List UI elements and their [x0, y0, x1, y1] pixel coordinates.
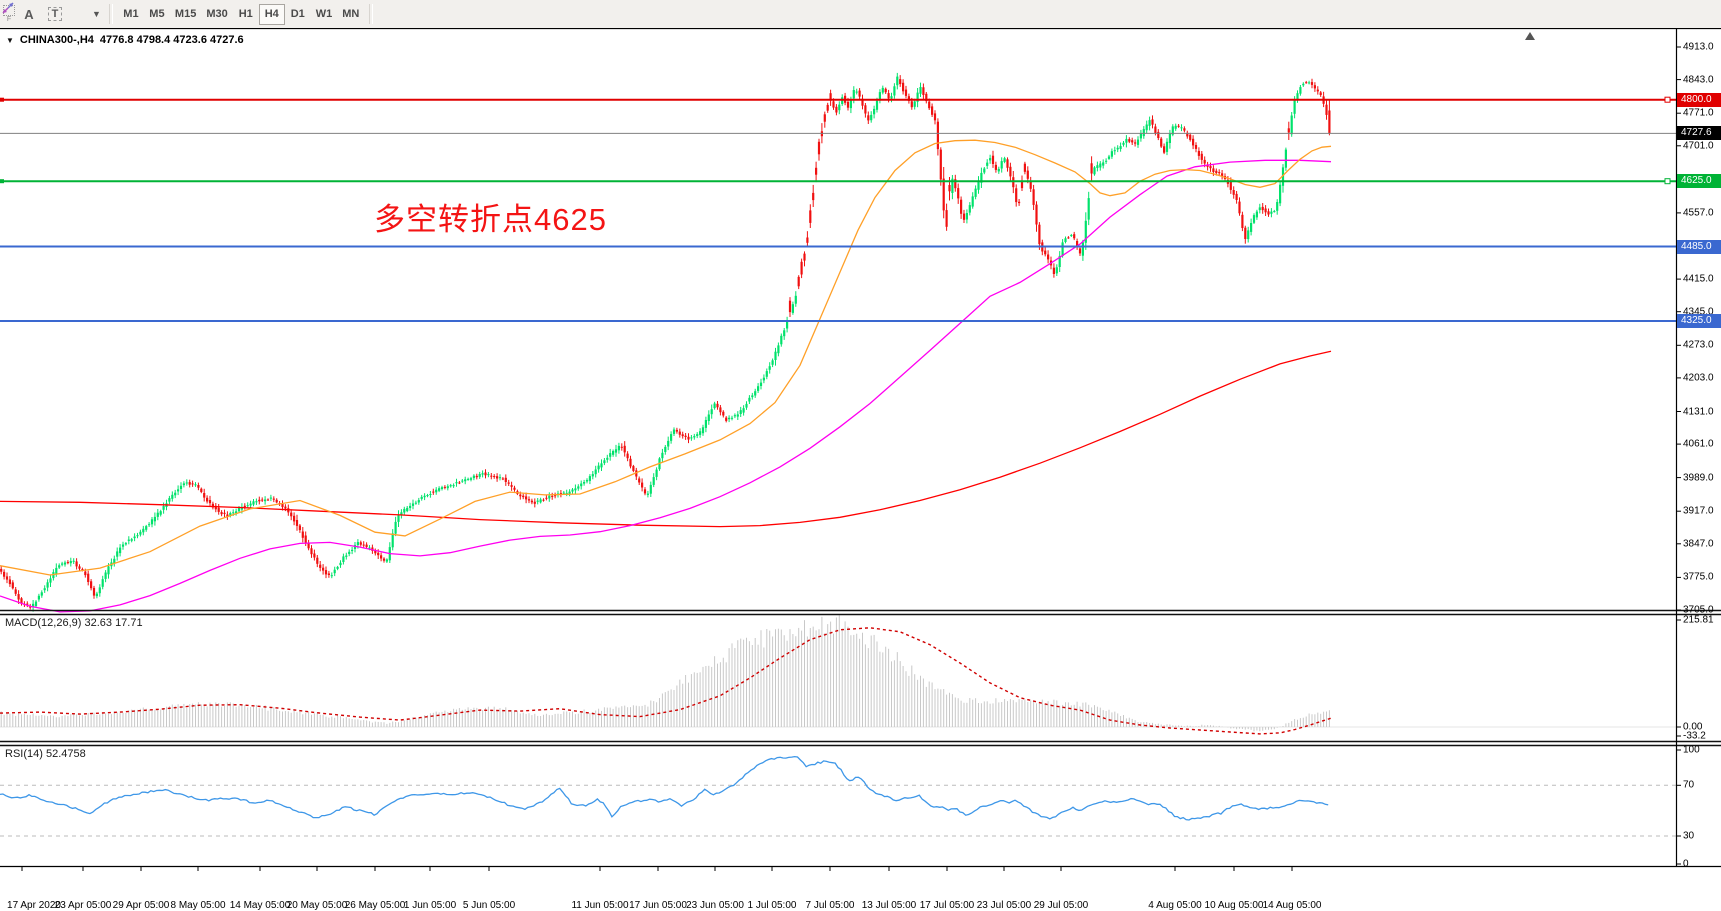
toolbar-grip-label: F	[6, 16, 12, 23]
rsi-tick-label: 70	[1683, 779, 1695, 791]
price-tick-label: 3705.0	[1683, 604, 1714, 616]
chevron-down-icon[interactable]: ▼	[92, 9, 101, 19]
timeframe-button-m30[interactable]: M30	[201, 4, 232, 25]
rsi-indicator-label: RSI(14) 52.4758	[5, 748, 86, 760]
toolbar-grip-icon[interactable]: F	[2, 5, 16, 23]
price-tick-label: 4557.0	[1683, 207, 1714, 219]
timeframe-button-h4[interactable]: H4	[258, 3, 285, 25]
date-tick-label: 14 May 05:00	[229, 900, 291, 911]
symbol-period-label: CHINA300-,H4	[19, 34, 94, 46]
timeframe-button-m1[interactable]: M1	[118, 4, 144, 25]
date-tick-label: 5 Jun 05:00	[462, 900, 516, 911]
price-tick-label: 4273.0	[1683, 339, 1714, 351]
price-tick-label: 4345.0	[1683, 306, 1714, 318]
timeframe-button-m5[interactable]: M5	[144, 4, 170, 25]
date-tick-label: 23 Apr 05:00	[54, 900, 112, 911]
price-tick-label: 4843.0	[1683, 74, 1714, 86]
rsi-tick-label: 30	[1683, 830, 1695, 842]
price-tick-label: 4771.0	[1683, 107, 1714, 119]
timeframe-button-m15[interactable]: M15	[170, 4, 201, 25]
date-tick-label: 17 Apr 2020	[7, 900, 61, 911]
toolbar-separator	[108, 4, 113, 24]
chart-menu-triangle-icon[interactable]: ▼	[6, 35, 14, 45]
date-tick-label: 4 Aug 05:00	[1148, 900, 1202, 911]
text-tool-icon[interactable]: A	[17, 3, 41, 25]
rsi-tick-label: 0	[1683, 858, 1689, 870]
macd-indicator-label: MACD(12,26,9) 32.63 17.71	[5, 617, 143, 629]
date-tick-label: 7 Jul 05:00	[805, 900, 855, 911]
macd-tick-label: -33.2	[1683, 730, 1706, 742]
date-tick-label: 29 Jul 05:00	[1033, 900, 1089, 911]
ohlc-values: 4776.8 4798.4 4723.6 4727.6	[99, 34, 244, 46]
arrow-objects-tool-icon[interactable]	[2, 2, 93, 25]
price-badge-4325.0: 4325.0	[1677, 314, 1721, 328]
price-tick-label: 4131.0	[1683, 406, 1714, 417]
price-tick-label: 4203.0	[1683, 372, 1714, 384]
price-tick-label: 4415.0	[1683, 273, 1714, 285]
date-tick-label: 14 Aug 05:00	[1262, 900, 1322, 911]
toolbar-separator	[369, 4, 374, 24]
chart-window[interactable]: ▼ CHINA300-,H4 4776.8 4798.4 4723.6 4727…	[0, 28, 1721, 911]
date-tick-label: 17 Jun 05:00	[629, 900, 687, 911]
date-tick-label: 11 Jun 05:00	[571, 900, 629, 911]
price-badge-4800.0: 4800.0	[1677, 92, 1721, 107]
date-tick-label: 23 Jul 05:00	[976, 900, 1032, 911]
macd-tick-label: 215.81	[1683, 614, 1714, 626]
date-tick-label: 1 Jun 05:00	[403, 900, 457, 911]
price-badge-4727.6: 4727.6	[1677, 126, 1721, 141]
timeframe-buttons: M1 M5 M15 M30 H1 H4 D1 W1 MN	[118, 3, 364, 25]
date-tick-label: 17 Jul 05:00	[919, 900, 975, 911]
date-tick-label: 23 Jun 05:00	[686, 900, 744, 911]
price-tick-label: 3847.0	[1683, 538, 1714, 550]
date-tick-label: 20 May 05:00	[286, 900, 348, 911]
rsi-value: 52.4758	[45, 748, 86, 760]
rsi-tick-label: 100	[1683, 744, 1700, 756]
date-tick-label: 26 May 05:00	[344, 900, 406, 911]
timeframe-button-w1[interactable]: W1	[311, 4, 338, 25]
date-tick-label: 1 Jul 05:00	[747, 900, 797, 911]
date-tick-label: 29 Apr 05:00	[112, 900, 170, 911]
price-tick-label: 3989.0	[1683, 472, 1714, 484]
price-tick-label: 3917.0	[1683, 505, 1714, 517]
text-label-tool-icon[interactable]: T	[43, 3, 67, 25]
timeframe-button-h1[interactable]: H1	[233, 4, 259, 25]
chart-title: ▼ CHINA300-,H4 4776.8 4798.4 4723.6 4727…	[6, 34, 244, 46]
price-badge-4625.0: 4625.0	[1677, 174, 1721, 189]
date-tick-label: 10 Aug 05:00	[1204, 900, 1264, 911]
price-badge-4485.0: 4485.0	[1677, 239, 1721, 254]
price-tick-label: 4061.0	[1683, 438, 1714, 450]
timeframe-button-mn[interactable]: MN	[337, 4, 364, 25]
timeframe-button-d1[interactable]: D1	[285, 4, 311, 25]
chart-annotation-text[interactable]: 多空转折点4625	[374, 202, 607, 237]
toolbar: F A T ▼ M1 M5 M15 M30 H1 H4 D1 W1 MN	[0, 0, 1721, 29]
price-tick-label: 4913.0	[1683, 41, 1714, 53]
price-tick-label: 4701.0	[1683, 140, 1714, 152]
macd-tick-label: 0.00	[1683, 721, 1703, 733]
macd-values: 32.63 17.71	[84, 617, 143, 629]
date-tick-label: 13 Jul 05:00	[861, 900, 917, 911]
chart-canvas[interactable]	[0, 28, 1721, 894]
price-tick-label: 3775.0	[1683, 571, 1714, 583]
date-tick-label: 8 May 05:00	[170, 900, 226, 911]
